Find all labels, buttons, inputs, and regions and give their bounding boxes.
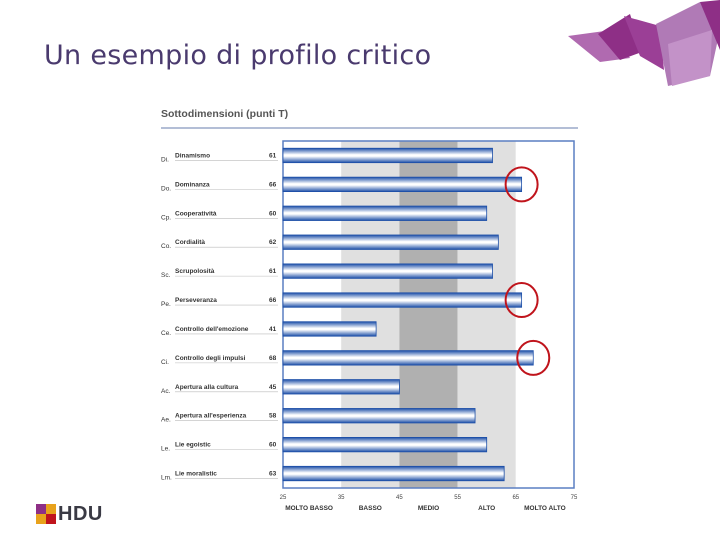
value-label: 66 <box>269 181 277 188</box>
bar <box>282 408 476 424</box>
x-tick-label: 75 <box>571 495 578 501</box>
category-label: Cordialità <box>175 239 205 246</box>
category-label: Controllo dell'emozione <box>175 326 249 333</box>
decorative-ribbon-graphic <box>568 0 720 86</box>
category-label: Lie egoistic <box>175 442 211 449</box>
band-label: MEDIO <box>418 505 439 512</box>
chart-title: Sottodimensioni (punti T) <box>161 108 289 120</box>
bar <box>282 147 493 164</box>
category-label: Perseveranza <box>175 297 217 304</box>
band-4 <box>515 141 574 488</box>
value-label: 61 <box>269 268 277 275</box>
x-tick-label: 35 <box>338 495 345 501</box>
bar <box>282 321 377 337</box>
band-label: MOLTO ALTO <box>524 505 566 512</box>
row-code: Di. <box>161 156 169 163</box>
highlight-circle <box>504 282 539 319</box>
category-label: Lie moralistic <box>175 471 217 478</box>
row-code: Lm. <box>161 475 172 482</box>
x-tick-label: 55 <box>454 495 461 501</box>
band-label: MOLTO BASSO <box>285 505 333 512</box>
bar <box>282 292 523 308</box>
value-label: 60 <box>269 210 277 217</box>
band-1 <box>341 141 400 488</box>
category-label: Cooperatività <box>175 210 217 217</box>
band-3 <box>457 141 516 488</box>
hdu-logo: HDU <box>36 503 103 525</box>
x-tick-label: 45 <box>396 495 403 501</box>
category-label: Scrupolosità <box>175 268 215 275</box>
bar <box>282 465 505 482</box>
bar <box>282 263 493 279</box>
value-label: 58 <box>269 413 277 420</box>
value-label: 60 <box>269 442 277 449</box>
row-code: Sc. <box>161 272 171 279</box>
row-code: Ci. <box>161 359 169 366</box>
row-code: Ac. <box>161 388 171 395</box>
x-tick-label: 65 <box>512 495 519 501</box>
value-label: 61 <box>269 152 277 159</box>
value-label: 68 <box>269 355 277 362</box>
bar <box>282 436 488 453</box>
band-label: ALTO <box>478 505 495 512</box>
row-code: Ce. <box>161 330 171 337</box>
row-code: Ae. <box>161 417 171 424</box>
category-label: Dominanza <box>175 181 210 188</box>
row-code: Co. <box>161 243 171 250</box>
band-2 <box>399 141 458 488</box>
bar <box>282 176 523 193</box>
row-code: Do. <box>161 185 171 192</box>
bar <box>282 350 534 366</box>
band-label: BASSO <box>359 505 382 512</box>
chart-panel: Sottodimensioni (punti T) Di. Dinamismo 61… <box>150 98 590 518</box>
row-code: Cp. <box>161 214 171 221</box>
plot-frame <box>282 140 575 489</box>
x-tick-label: 25 <box>280 495 287 501</box>
row-code: Le. <box>161 446 170 453</box>
value-label: 45 <box>269 384 277 391</box>
category-label: Dinamismo <box>175 152 210 159</box>
bar <box>282 234 499 250</box>
band-0 <box>283 141 342 488</box>
bar-chart: Di. Dinamismo 61 Do. Dominanza 66 Cp. Cooperati… <box>161 127 578 512</box>
highlight-circle <box>516 339 551 376</box>
value-label: 62 <box>269 239 277 246</box>
bar <box>282 379 400 395</box>
value-label: 63 <box>269 471 277 478</box>
category-label: Controllo degli impulsi <box>175 355 246 362</box>
bar <box>282 205 488 221</box>
row-code: Pe. <box>161 301 171 308</box>
highlight-circle <box>504 166 539 203</box>
value-label: 41 <box>269 326 277 333</box>
logo-text: HDU <box>58 502 103 525</box>
value-label: 66 <box>269 297 277 304</box>
slide-title: Un esempio di profilo critico <box>44 40 432 71</box>
logo-mark-icon <box>36 504 56 524</box>
category-label: Apertura alla cultura <box>175 384 239 391</box>
category-label: Apertura all'esperienza <box>175 413 247 420</box>
